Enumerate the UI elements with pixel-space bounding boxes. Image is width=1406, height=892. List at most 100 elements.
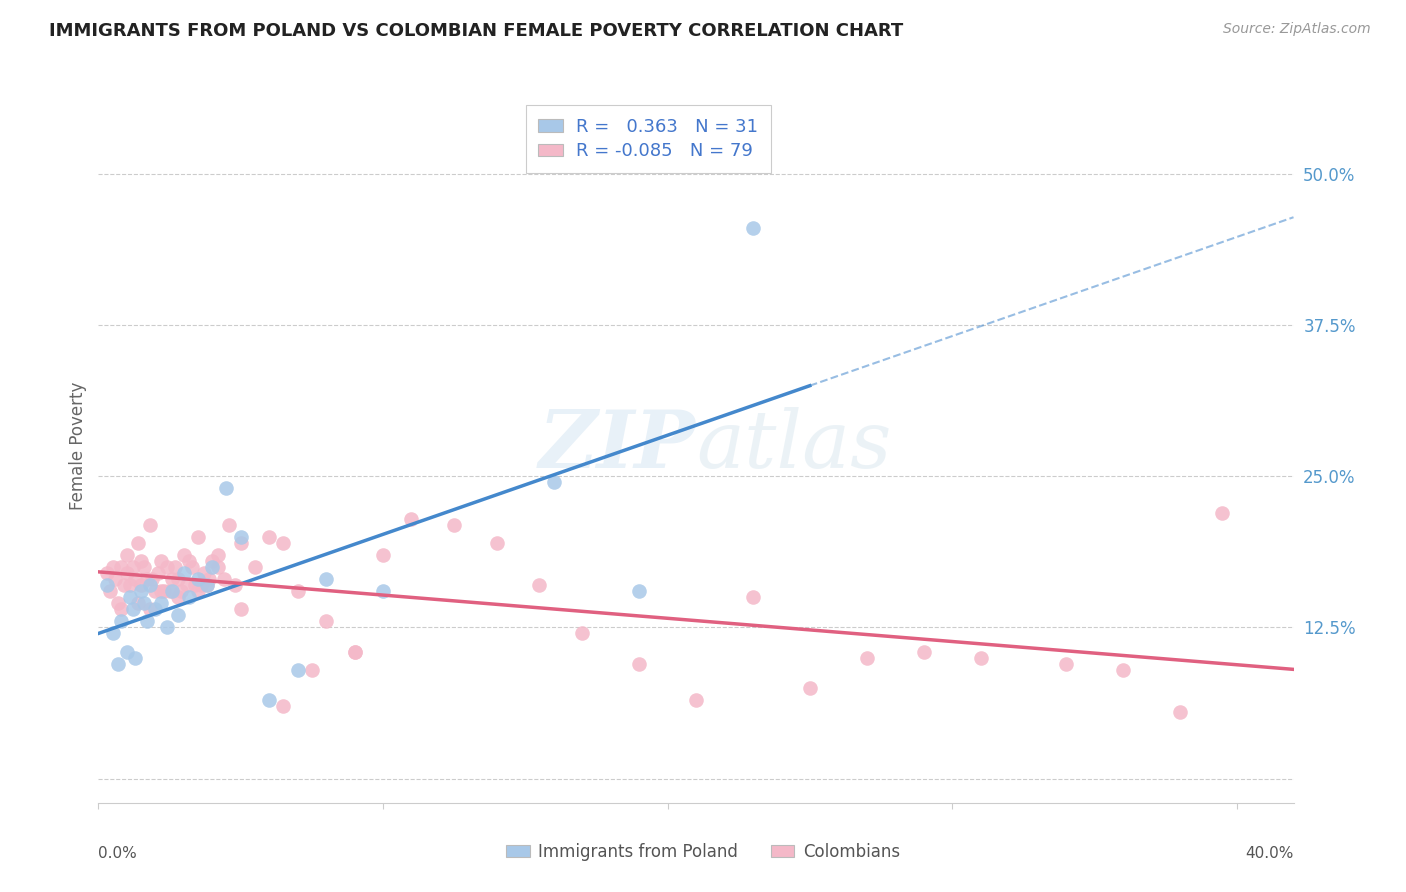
- Point: [115, 548, 138, 562]
- Point: [315, 572, 337, 586]
- Point: [529, 578, 551, 592]
- Point: [215, 481, 238, 495]
- Point: [138, 578, 160, 592]
- Point: [141, 572, 163, 586]
- Point: [179, 590, 201, 604]
- Point: [162, 572, 184, 586]
- Point: [371, 584, 394, 599]
- Point: [571, 626, 593, 640]
- Point: [628, 657, 651, 671]
- Point: [127, 535, 149, 549]
- Point: [184, 578, 207, 592]
- Y-axis label: Female Poverty: Female Poverty: [69, 382, 87, 510]
- Point: [229, 602, 252, 616]
- Point: [1054, 657, 1077, 671]
- Point: [165, 560, 187, 574]
- Point: [741, 221, 763, 235]
- Point: [257, 693, 280, 707]
- Point: [115, 566, 138, 580]
- Point: [198, 572, 221, 586]
- Point: [143, 584, 166, 599]
- Point: [201, 554, 224, 568]
- Point: [343, 645, 366, 659]
- Point: [118, 578, 141, 592]
- Text: atlas: atlas: [696, 408, 891, 484]
- Point: [1112, 663, 1135, 677]
- Point: [121, 602, 143, 616]
- Point: [224, 578, 246, 592]
- Point: [371, 548, 394, 562]
- Point: [110, 560, 132, 574]
- Point: [243, 560, 266, 574]
- Point: [315, 615, 337, 629]
- Point: [1211, 506, 1233, 520]
- Point: [167, 590, 190, 604]
- Point: [229, 530, 252, 544]
- Point: [96, 566, 118, 580]
- Point: [229, 535, 252, 549]
- Point: [187, 584, 209, 599]
- Point: [110, 602, 132, 616]
- Point: [101, 626, 124, 640]
- Point: [195, 578, 218, 592]
- Point: [218, 517, 240, 532]
- Point: [485, 535, 508, 549]
- Point: [107, 657, 129, 671]
- Point: [150, 584, 173, 599]
- Point: [443, 517, 465, 532]
- Point: [162, 584, 184, 599]
- Point: [159, 584, 181, 599]
- Point: [150, 596, 173, 610]
- Text: 40.0%: 40.0%: [1246, 846, 1294, 861]
- Point: [167, 572, 190, 586]
- Point: [193, 566, 215, 580]
- Point: [129, 554, 152, 568]
- Legend: R =   0.363   N = 31, R = -0.085   N = 79: R = 0.363 N = 31, R = -0.085 N = 79: [526, 105, 770, 173]
- Point: [741, 590, 763, 604]
- Point: [156, 620, 179, 634]
- Point: [912, 645, 935, 659]
- Point: [187, 572, 209, 586]
- Point: [273, 535, 295, 549]
- Point: [115, 645, 138, 659]
- Point: [855, 650, 877, 665]
- Point: [112, 578, 135, 592]
- Point: [101, 560, 124, 574]
- Point: [132, 596, 155, 610]
- Point: [187, 530, 209, 544]
- Point: [129, 578, 152, 592]
- Point: [273, 699, 295, 714]
- Point: [190, 578, 212, 592]
- Point: [124, 572, 146, 586]
- Point: [207, 548, 229, 562]
- Point: [98, 584, 121, 599]
- Point: [195, 578, 218, 592]
- Point: [167, 608, 190, 623]
- Point: [201, 560, 224, 574]
- Point: [343, 645, 366, 659]
- Point: [129, 584, 152, 599]
- Point: [124, 650, 146, 665]
- Point: [135, 572, 157, 586]
- Point: [135, 615, 157, 629]
- Point: [176, 578, 198, 592]
- Point: [173, 566, 195, 580]
- Point: [107, 596, 129, 610]
- Point: [170, 584, 193, 599]
- Point: [212, 572, 235, 586]
- Point: [143, 602, 166, 616]
- Point: [156, 560, 179, 574]
- Point: [110, 615, 132, 629]
- Point: [287, 584, 309, 599]
- Point: [138, 602, 160, 616]
- Legend: Immigrants from Poland, Colombians: Immigrants from Poland, Colombians: [499, 837, 907, 868]
- Point: [153, 584, 176, 599]
- Point: [138, 517, 160, 532]
- Point: [301, 663, 323, 677]
- Point: [127, 596, 149, 610]
- Point: [401, 511, 423, 525]
- Text: 0.0%: 0.0%: [98, 846, 138, 861]
- Point: [121, 560, 143, 574]
- Point: [132, 560, 155, 574]
- Point: [257, 530, 280, 544]
